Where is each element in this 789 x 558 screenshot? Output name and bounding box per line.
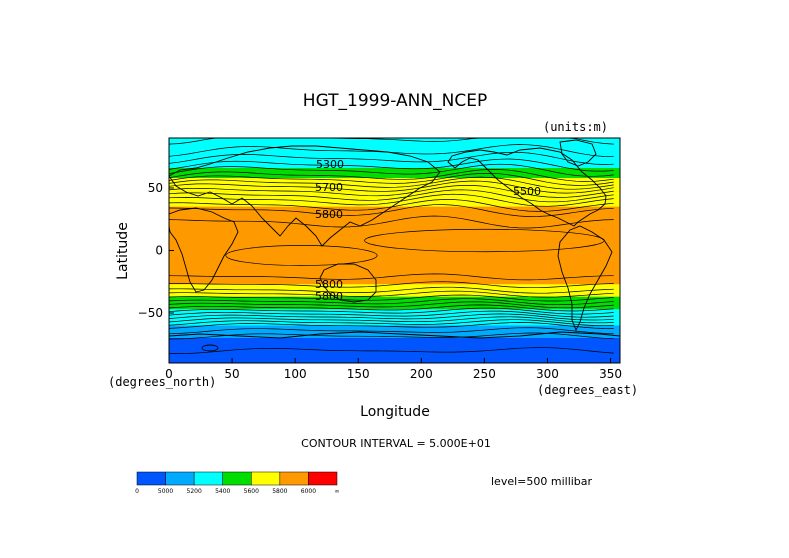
colorbar-swatch — [222, 471, 252, 486]
island-south — [201, 344, 219, 352]
plot-area: 5300 5700 5800 5800 5800 5500 — [168, 137, 621, 364]
contour-line — [168, 310, 614, 318]
colorbar-label: 6000 — [301, 488, 316, 495]
contour-label: 5800 — [315, 208, 343, 221]
level-note: level=500 millibar — [491, 475, 593, 488]
contour-line — [168, 294, 614, 302]
y-axis-ticks: −50 0 50 — [138, 181, 174, 320]
contour-line — [168, 185, 614, 198]
x-tick-label: 0 — [165, 367, 173, 381]
contour-line — [168, 176, 614, 190]
contour-line — [168, 347, 614, 354]
colorbar-label: 5800 — [272, 488, 287, 495]
contour-line — [168, 180, 614, 194]
color-band — [169, 338, 620, 363]
colorbar-label: 5600 — [244, 488, 259, 495]
y-unit-note: (degrees_north) — [108, 375, 216, 389]
contour-line — [168, 273, 614, 281]
contour-line — [168, 158, 614, 172]
contour-line — [168, 304, 614, 312]
contour-line — [168, 286, 614, 294]
contour-label: 5800 — [315, 290, 343, 303]
colorbar-swatch — [136, 471, 166, 486]
contour-line — [168, 332, 614, 340]
color-band — [169, 206, 620, 285]
colorbar-label: 5400 — [215, 488, 230, 495]
contour-line — [168, 204, 614, 217]
color-band — [169, 168, 620, 178]
contour-label: 5300 — [316, 158, 344, 171]
x-tick-label: 300 — [536, 367, 559, 381]
coastlines — [168, 139, 621, 352]
x-axis-label: Longitude — [360, 404, 430, 420]
contour-line — [168, 319, 614, 327]
contour-line — [168, 151, 614, 165]
contour-line — [168, 327, 614, 335]
contour-line — [168, 313, 614, 321]
colorbar-label: ∞ — [335, 488, 340, 495]
coastline-greenland — [559, 139, 597, 167]
contour-line — [168, 163, 614, 177]
x-tick-label: 150 — [347, 367, 370, 381]
x-tick-label: 250 — [473, 367, 496, 381]
units-label: (units:m) — [543, 120, 608, 134]
colorbar-swatch — [165, 471, 195, 486]
contour-label: 5500 — [513, 185, 541, 198]
colorbar: 0 5000 5200 5400 5600 5800 6000 ∞ — [135, 471, 340, 495]
color-band — [169, 178, 620, 192]
coastline-australia — [319, 263, 377, 303]
colorbar-swatch — [193, 471, 223, 486]
coastline-africa — [168, 207, 239, 293]
x-tick-label: 200 — [410, 367, 433, 381]
y-axis-label: Latitude — [115, 222, 131, 280]
contour-line — [168, 290, 614, 298]
contour-line — [168, 307, 614, 315]
x-tick-label: 350 — [599, 367, 622, 381]
contour-line — [168, 316, 614, 324]
contour-loop — [225, 245, 378, 266]
x-unit-note: (degrees_east) — [537, 383, 638, 397]
chart-title: HGT_1999-ANN_NCEP — [303, 91, 487, 111]
contour-line — [168, 281, 614, 289]
contour-label-group: 5300 5700 5800 5800 5800 5500 — [315, 158, 541, 303]
contour-line — [168, 322, 614, 329]
contour-line — [168, 172, 614, 186]
colorbar-label: 0 — [135, 488, 139, 495]
contour-label: 5800 — [315, 278, 343, 291]
x-axis-ticks: 0 50 100 150 200 250 300 350 — [165, 358, 622, 381]
y-tick-label: 50 — [148, 181, 163, 195]
contour-line — [168, 169, 614, 182]
contour-line — [168, 189, 614, 203]
coastline-north-america — [447, 147, 607, 227]
x-tick-label: 100 — [284, 367, 307, 381]
colorbar-swatch — [308, 471, 338, 486]
y-tick-label: −50 — [138, 306, 163, 320]
coastline-south-america — [557, 225, 613, 332]
coastline-antarctica — [168, 331, 621, 339]
contour-line — [168, 301, 614, 309]
colorbar-swatch — [279, 471, 309, 486]
contour-label: 5700 — [315, 181, 343, 194]
colorbar-label: 5200 — [187, 488, 202, 495]
coastline-eurasia — [168, 145, 441, 247]
contour-interval-note: CONTOUR INTERVAL = 5.000E+01 — [301, 437, 491, 450]
y-tick-label: 0 — [155, 244, 163, 258]
colorbar-swatch — [251, 471, 281, 486]
contour-line — [168, 215, 614, 229]
x-tick-label: 50 — [224, 367, 239, 381]
colorbar-label: 5000 — [158, 488, 173, 495]
contour-line — [168, 298, 614, 306]
